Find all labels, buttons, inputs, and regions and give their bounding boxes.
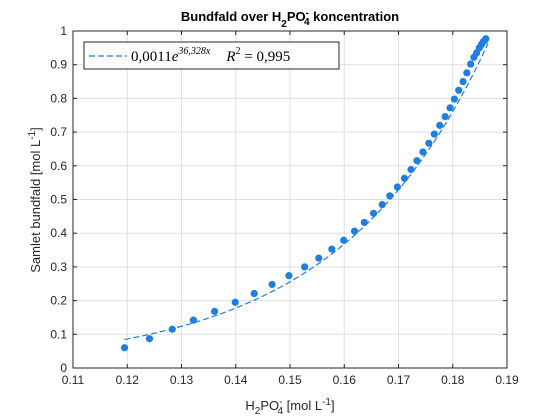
x-tick-label: 0.13 (170, 373, 194, 387)
data-point (168, 325, 176, 333)
data-point (210, 307, 219, 315)
data-point (189, 316, 198, 324)
y-tick-label: 0.6 (50, 159, 67, 173)
data-point (360, 218, 368, 227)
data-point (467, 60, 475, 68)
data-point (430, 130, 438, 138)
y-tick-label: 0.8 (50, 91, 67, 105)
x-tick-label: 0.14 (224, 373, 248, 387)
data-point (378, 200, 386, 209)
y-tick-label: 1 (60, 24, 67, 38)
data-point (315, 254, 323, 262)
data-point (268, 280, 276, 289)
y-tick-label: 0 (60, 361, 67, 375)
data-point (350, 227, 359, 235)
data-point (455, 86, 463, 94)
data-point (120, 344, 129, 352)
y-axis-label: Samlet bundfald [mol L-1] (27, 127, 43, 273)
x-tick-label: 0.11 (62, 373, 85, 387)
ticks (72, 30, 508, 369)
data-point (145, 335, 154, 343)
data-point (419, 148, 427, 156)
data-point (441, 112, 449, 121)
fit-curve-layer (124, 43, 489, 341)
x-tick-labels: 0.11 0.12 0.13 0.14 0.15 0.16 0.17 0.18 0.19 (62, 373, 519, 387)
data-points-layer (120, 35, 490, 352)
x-tick-label: 0.17 (387, 373, 411, 387)
fit-curve (124, 43, 489, 341)
x-tick-label: 0.16 (333, 373, 357, 387)
legend-fit-label: 0,0011e36,328x R2 = 0,995 (131, 46, 290, 65)
y-tick-labels: 0 0.1 0.2 0.3 0.4 0.5 0.6 0.7 0.8 0.9 1 (50, 24, 67, 375)
data-point (301, 263, 309, 271)
data-point (413, 157, 421, 165)
data-point (369, 209, 378, 217)
data-point (482, 35, 490, 43)
y-tick-label: 0.7 (50, 125, 67, 139)
x-tick-label: 0.19 (495, 373, 519, 387)
data-point (328, 245, 336, 253)
legend: 0,0011e36,328x R2 = 0,995 (83, 41, 340, 70)
data-point (400, 174, 409, 182)
data-point (250, 289, 258, 298)
data-point (340, 236, 348, 244)
data-point (393, 183, 402, 191)
data-point (425, 139, 433, 147)
data-point (450, 95, 458, 103)
y-tick-label: 0.5 (50, 193, 67, 207)
y-tick-label: 0.2 (50, 294, 67, 308)
data-point (407, 165, 415, 174)
y-tick-label: 0.1 (50, 327, 67, 341)
chart-title: Bundfald over H2PO-4 koncentration (181, 8, 399, 30)
data-point (285, 272, 293, 280)
x-tick-label: 0.18 (441, 373, 465, 387)
grid (72, 30, 508, 369)
y-tick-label: 0.3 (50, 260, 67, 274)
y-tick-label: 0.4 (50, 226, 67, 240)
data-point (231, 298, 239, 306)
x-tick-label: 0.12 (116, 373, 140, 387)
legend-box (83, 41, 340, 70)
data-point (436, 121, 444, 129)
y-tick-label: 0.9 (50, 58, 67, 72)
x-axis-label: H2PO-4 [mol L-1] (245, 397, 334, 417)
data-point (463, 69, 471, 77)
data-point (446, 104, 454, 112)
x-tick-label: 0.15 (278, 373, 302, 387)
data-point (386, 192, 394, 200)
data-point (459, 77, 467, 86)
